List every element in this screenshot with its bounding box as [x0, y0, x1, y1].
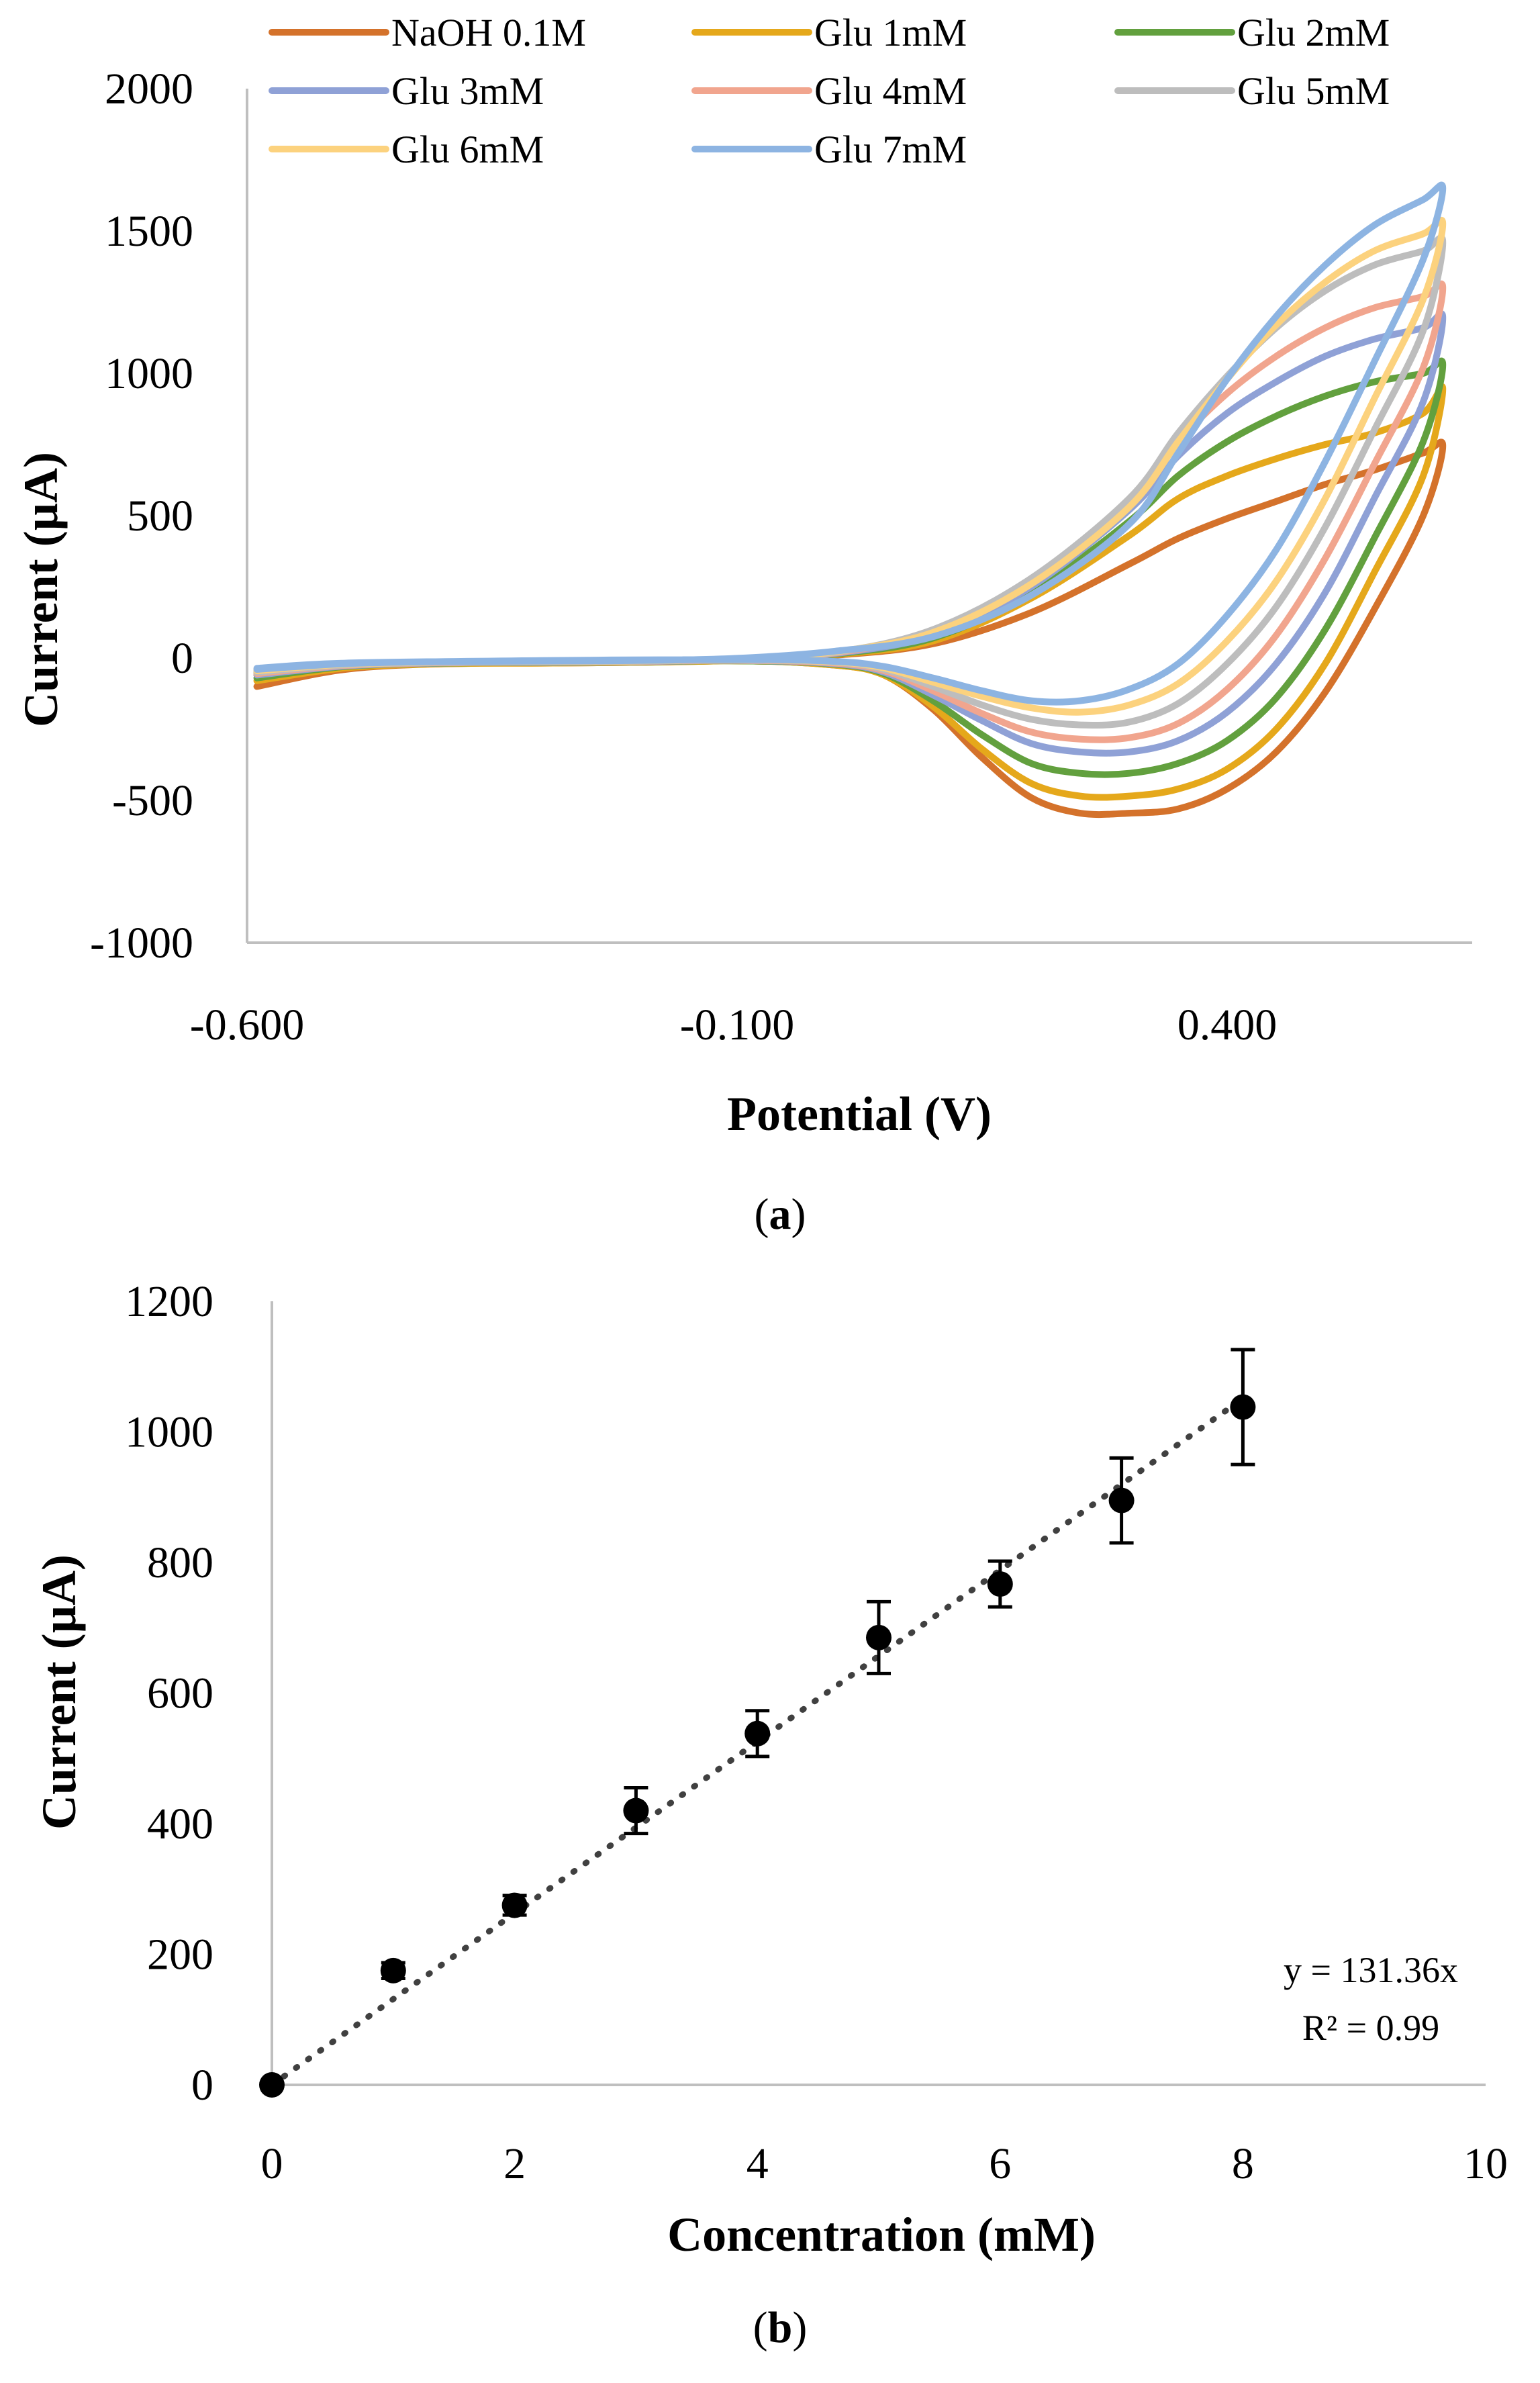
cal-data-point — [987, 1571, 1013, 1597]
cal-x-tick-labels: 0 2 4 6 8 10 — [261, 2139, 1508, 2188]
cv-legend-item: Glu 5mM — [1114, 69, 1390, 113]
cv-y-axis-title: Current (µA) — [14, 452, 68, 727]
cv-panel-label: (a) — [755, 1190, 806, 1239]
cv-series-line-4 — [253, 280, 1447, 743]
cal-y-tick-label: 0 — [191, 2061, 213, 2110]
cal-data-points — [259, 1394, 1256, 2098]
cv-legend-item: Glu 3mM — [269, 69, 544, 113]
cv-x-tick-label: -0.600 — [190, 1000, 304, 1049]
cv-legend-item: NaOH 0.1M — [269, 11, 586, 54]
cv-panel-letter: a — [769, 1190, 791, 1239]
cal-equation: y = 131.36x — [1284, 1950, 1458, 1990]
cv-series-line-6 — [253, 216, 1447, 716]
cal-x-tick-label: 10 — [1463, 2139, 1508, 2188]
cv-legend-label: Glu 2mM — [1237, 11, 1390, 54]
cv-legend: NaOH 0.1M Glu 1mM Glu 2mM Glu 3mM Glu 4mM Glu… — [269, 11, 1390, 171]
cal-data-point — [259, 2072, 285, 2098]
cv-y-tick-label: 1500 — [105, 207, 193, 256]
cv-legend-label: NaOH 0.1M — [391, 11, 586, 54]
cal-x-tick-label: 2 — [503, 2139, 526, 2188]
cal-error-bars — [381, 1348, 1255, 1980]
cv-legend-label: Glu 1mM — [814, 11, 967, 54]
cv-y-tick-label: 500 — [127, 492, 193, 541]
cv-chart: 2000 1500 1000 500 0 -500 -1000 -0.600 -0.100 0.… — [14, 11, 1472, 1239]
cal-panel-label: (b) — [753, 2303, 808, 2352]
cv-legend-label: Glu 5mM — [1237, 69, 1390, 113]
cal-data-point — [744, 1720, 771, 1746]
cv-series-line-0 — [253, 438, 1447, 819]
cal-y-tick-label: 1000 — [125, 1408, 213, 1457]
cv-x-axis-title: Potential (V) — [727, 1087, 992, 1141]
cal-y-axis-title: Current (µA) — [32, 1554, 86, 1830]
cv-legend-item: Glu 6mM — [269, 128, 544, 171]
cal-x-tick-label: 4 — [747, 2139, 769, 2188]
cal-y-tick-label: 200 — [147, 1930, 213, 1979]
cv-series-line-7 — [253, 181, 1447, 706]
cv-y-tick-label: 0 — [171, 634, 193, 683]
cal-data-point — [623, 1797, 649, 1824]
cv-y-tick-label: 2000 — [105, 64, 193, 113]
cal-data-point — [1230, 1394, 1256, 1420]
cv-legend-item: Glu 1mM — [691, 11, 967, 54]
calibration-chart: 0 200 400 600 800 1000 1200 0 2 4 6 8 10 y = 131.36… — [32, 1277, 1508, 2352]
cal-data-point — [866, 1624, 892, 1650]
cal-y-tick-label: 800 — [147, 1538, 213, 1587]
cv-x-tick-label: -0.100 — [680, 1000, 794, 1049]
cv-y-tick-label: -500 — [112, 776, 193, 825]
cal-r-squared: R² = 0.99 — [1302, 2008, 1439, 2048]
cal-x-axis-title: Concentration (mM) — [667, 2208, 1096, 2261]
cal-y-tick-label: 400 — [147, 1800, 213, 1849]
cv-y-tick-label: -1000 — [90, 919, 193, 968]
cv-legend-label: Glu 6mM — [391, 128, 544, 171]
cal-y-tick-label: 1200 — [125, 1277, 213, 1326]
cal-x-tick-label: 6 — [989, 2139, 1011, 2188]
cv-legend-item: Glu 7mM — [691, 128, 967, 171]
cv-series-group — [253, 181, 1447, 819]
cal-y-tick-labels: 0 200 400 600 800 1000 1200 — [125, 1277, 213, 2110]
cal-data-point — [501, 1892, 528, 1918]
cv-y-tick-label: 1000 — [105, 349, 193, 398]
cal-x-tick-label: 8 — [1232, 2139, 1254, 2188]
cv-legend-label: Glu 4mM — [814, 69, 967, 113]
cv-legend-item: Glu 4mM — [691, 69, 967, 113]
cv-y-tick-labels: 2000 1500 1000 500 0 -500 -1000 — [90, 64, 193, 968]
cv-legend-label: Glu 7mM — [814, 128, 967, 171]
cv-legend-item: Glu 2mM — [1114, 11, 1390, 54]
cal-y-tick-label: 600 — [147, 1669, 213, 1718]
cal-data-point — [1108, 1487, 1135, 1513]
cal-data-point — [380, 1957, 406, 1983]
cal-panel-letter: b — [768, 2303, 793, 2352]
cv-series-line-3 — [253, 310, 1447, 757]
cv-legend-label: Glu 3mM — [391, 69, 544, 113]
cal-x-tick-label: 0 — [261, 2139, 283, 2188]
cv-x-tick-labels: -0.600 -0.100 0.400 — [190, 1000, 1277, 1049]
cv-x-tick-label: 0.400 — [1177, 1000, 1278, 1049]
